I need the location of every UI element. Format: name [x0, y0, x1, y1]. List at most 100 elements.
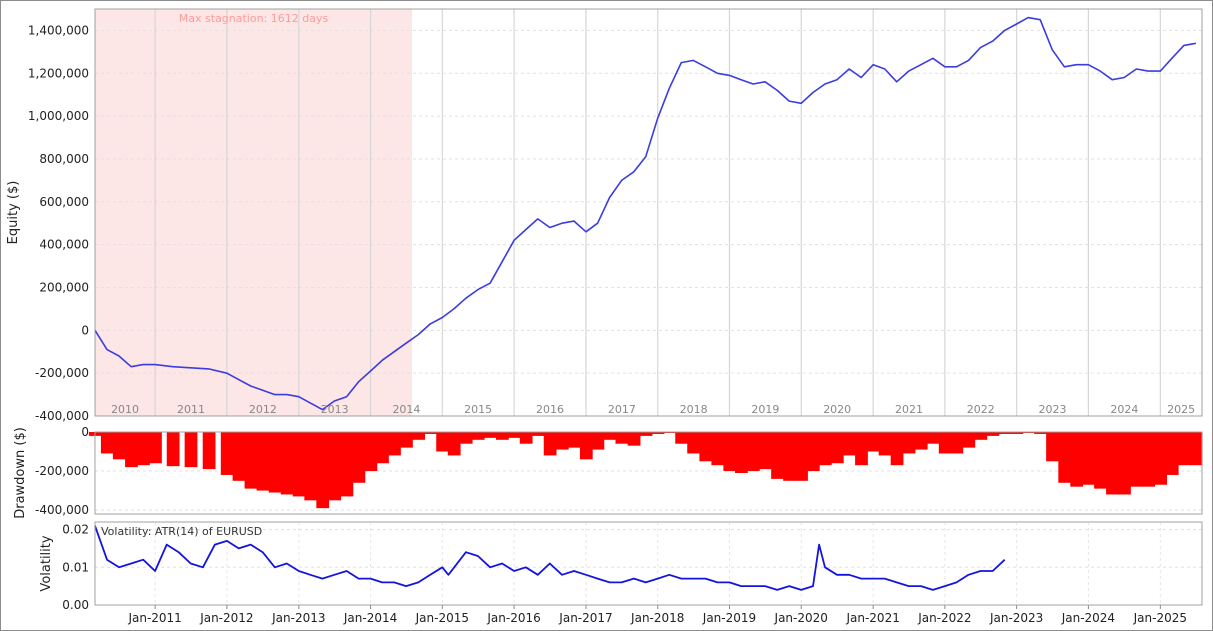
drawdown-bar — [1130, 432, 1144, 487]
drawdown-bar — [818, 432, 832, 466]
x-tick-label: Jan-2012 — [199, 611, 253, 625]
drawdown-bar — [149, 432, 162, 464]
drawdown-bar — [878, 432, 892, 456]
year-label: 2019 — [751, 403, 779, 416]
equity-y-tick-label: -200,000 — [35, 366, 89, 380]
volatility-plot-border — [94, 521, 1203, 606]
drawdown-bar — [436, 432, 449, 452]
drawdown-bar — [687, 432, 700, 454]
drawdown-bar — [627, 432, 641, 446]
drawdown-bar — [603, 432, 617, 440]
drawdown-bar — [830, 432, 844, 464]
drawdown-bar — [1118, 432, 1131, 495]
volatility-y-tick-label: 0.02 — [62, 523, 89, 537]
drawdown-y-tick-label: -200,000 — [35, 464, 89, 478]
x-tick-label: Jan-2018 — [630, 611, 684, 625]
drawdown-bar — [746, 432, 760, 472]
drawdown-bar — [974, 432, 988, 440]
volatility-y-axis-label: Volatility — [39, 535, 54, 591]
drawdown-bar — [1142, 432, 1156, 487]
drawdown-y-tick-label: -400,000 — [35, 503, 89, 517]
volatility-panel — [94, 521, 1203, 609]
drawdown-bar — [1034, 432, 1047, 434]
equity-y-tick-label: -400,000 — [35, 409, 89, 423]
drawdown-bar — [806, 432, 820, 472]
drawdown-bar — [483, 432, 497, 438]
drawdown-bar — [651, 432, 665, 434]
x-tick-label: Jan-2011 — [127, 611, 181, 625]
year-label: 2017 — [608, 403, 636, 416]
equity-y-tick-label: 0 — [81, 323, 89, 337]
drawdown-bar — [579, 432, 593, 460]
drawdown-bar — [699, 432, 713, 462]
year-label: 2023 — [1039, 403, 1067, 416]
equity-y-tick-label: 200,000 — [39, 280, 89, 294]
drawdown-bar — [137, 432, 150, 466]
drawdown-bar — [938, 432, 952, 454]
drawdown-bar — [867, 432, 880, 452]
x-tick-label: Jan-2024 — [1061, 611, 1115, 625]
drawdown-bar — [1165, 432, 1179, 475]
drawdown-bar — [202, 432, 216, 470]
drawdown-bar — [1046, 432, 1059, 462]
drawdown-bar — [926, 432, 940, 444]
drawdown-bar — [268, 432, 282, 493]
drawdown-bar — [986, 432, 1000, 436]
drawdown-bar — [914, 432, 928, 450]
drawdown-bar — [304, 432, 318, 501]
drawdown-bar — [771, 432, 784, 479]
drawdown-bar — [902, 432, 916, 454]
drawdown-bar — [364, 432, 378, 472]
drawdown-bar — [758, 432, 772, 470]
x-tick-label: Jan-2015 — [415, 611, 469, 625]
equity-y-tick-label: 1,000,000 — [28, 109, 89, 123]
equity-y-tick-label: 600,000 — [39, 195, 89, 209]
year-label: 2021 — [895, 403, 923, 416]
stagnation-annotation: Max stagnation: 1612 days — [179, 12, 329, 25]
drawdown-bar — [376, 432, 389, 464]
drawdown-bar — [388, 432, 401, 456]
drawdown-bar — [591, 432, 605, 450]
drawdown-bar — [316, 432, 330, 509]
equity-y-tick-label: 800,000 — [39, 152, 89, 166]
drawdown-bar — [292, 432, 306, 497]
drawdown-bar — [615, 432, 629, 444]
year-label: 2016 — [536, 403, 564, 416]
year-label: 2011 — [177, 403, 205, 416]
drawdown-bar — [100, 432, 114, 454]
year-label: 2022 — [967, 403, 995, 416]
year-label: 2020 — [823, 403, 851, 416]
drawdown-bar — [855, 432, 868, 466]
drawdown-bar — [962, 432, 976, 448]
equity-y-tick-label: 400,000 — [39, 238, 89, 252]
drawdown-bar — [125, 432, 138, 468]
stagnation-region — [95, 9, 413, 416]
drawdown-bar — [1058, 432, 1072, 483]
drawdown-bar — [328, 432, 342, 501]
equity-panel — [94, 8, 1203, 417]
x-tick-label: Jan-2019 — [702, 611, 756, 625]
x-tick-label: Jan-2023 — [989, 611, 1043, 625]
year-label: 2015 — [464, 403, 492, 416]
equity-y-tick-label: 1,400,000 — [28, 23, 89, 37]
x-tick-label: Jan-2013 — [271, 611, 325, 625]
drawdown-bar — [639, 432, 653, 436]
drawdown-bar — [519, 432, 533, 444]
drawdown-bar — [495, 432, 509, 440]
x-tick-label: Jan-2020 — [774, 611, 828, 625]
drawdown-bar — [1070, 432, 1084, 487]
drawdown-bar — [1177, 432, 1191, 466]
volatility-annotation: Volatility: ATR(14) of EURUSD — [101, 525, 262, 538]
drawdown-bar — [1010, 432, 1024, 434]
equity-y-tick-label: 1,200,000 — [28, 66, 89, 80]
drawdown-bar — [555, 432, 569, 450]
drawdown-bar — [447, 432, 461, 456]
x-tick-label: Jan-2025 — [1133, 611, 1187, 625]
drawdown-bar — [843, 432, 856, 456]
drawdown-bar — [507, 432, 521, 438]
x-tick-label: Jan-2014 — [343, 611, 397, 625]
drawdown-y-axis-label: Drawdown ($) — [13, 427, 28, 519]
drawdown-bar — [256, 432, 270, 491]
drawdown-bar — [424, 432, 438, 434]
drawdown-bar — [734, 432, 748, 473]
